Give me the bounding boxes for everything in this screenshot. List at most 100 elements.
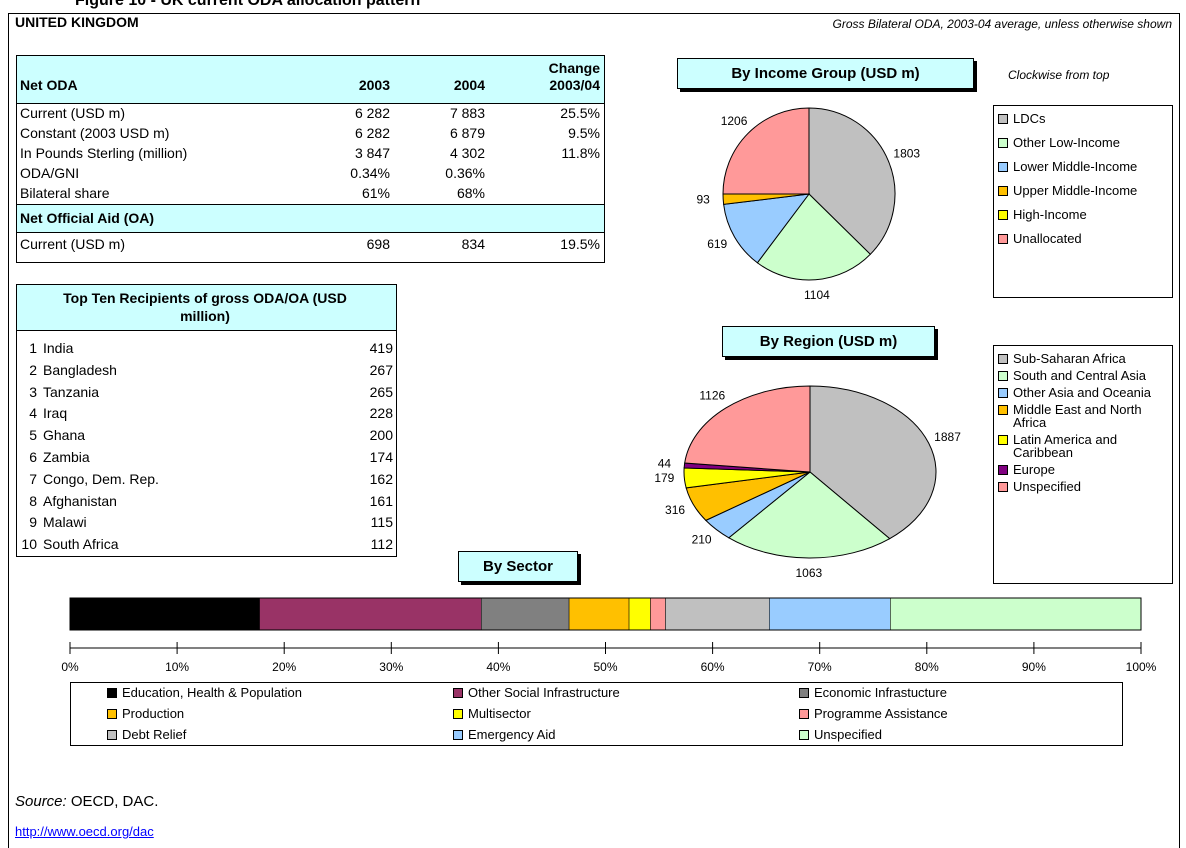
legend-swatch [998, 482, 1008, 492]
legend-item: Other Low-Income [998, 136, 1168, 149]
pie-slice [684, 385, 811, 473]
legend-item: Upper Middle-Income [998, 184, 1168, 197]
data-label: 1126 [699, 388, 725, 402]
cell: 6 879 [449, 125, 485, 141]
bar-segment [665, 597, 770, 631]
data-label: 1063 [796, 566, 823, 580]
legend-label: Other Asia and Oceania [1013, 385, 1152, 400]
amount: 200 [369, 427, 393, 444]
bar-segment [628, 597, 651, 631]
cell: 61% [361, 185, 390, 201]
amount: 267 [369, 361, 393, 378]
amount: 174 [369, 449, 393, 465]
legend: LDCs Other Low-Income Lower Middle-Income U… [993, 105, 1173, 298]
recipient: Tanzania [43, 383, 100, 400]
legend-swatch [799, 709, 809, 719]
recipient: Ghana [43, 427, 86, 444]
legend-swatch [998, 162, 1008, 172]
legend-label: Latin America and Caribbean [1013, 432, 1118, 460]
legend-swatch [998, 210, 1008, 220]
legend-label: Middle East and North Africa [1013, 402, 1142, 430]
legend-swatch [998, 186, 1008, 196]
x-tick-label: 60% [701, 660, 725, 674]
legend-swatch [107, 730, 117, 740]
x-tick-label: 10% [165, 660, 189, 674]
legend-label: Europe [1013, 462, 1055, 477]
amount: 265 [369, 383, 393, 400]
rank: 9 [29, 514, 37, 531]
column-header: 2003 [358, 77, 390, 93]
legend-label: LDCs [1013, 111, 1046, 126]
data-label: 210 [692, 533, 712, 547]
pie-slice [809, 385, 937, 540]
legend-item: Emergency Aid [453, 728, 555, 741]
bar-segment [481, 597, 570, 631]
pie-title: By Income Group (USD m) [677, 58, 974, 89]
legend-swatch [107, 688, 117, 698]
section-row [16, 204, 605, 233]
rank: 1 [29, 340, 37, 356]
cell: Constant (2003 USD m) [20, 125, 170, 141]
cell: 834 [461, 236, 485, 252]
cell: 7 883 [449, 105, 485, 121]
data-label: 1803 [893, 147, 920, 161]
recipient: India [43, 340, 74, 356]
cell: Current (USD m) [20, 236, 126, 252]
cell: 9.5% [568, 125, 600, 141]
legend-swatch [998, 371, 1008, 381]
legend-label: Unspecified [1013, 479, 1081, 494]
rank: 8 [29, 492, 37, 509]
cell: 11.8% [561, 145, 600, 161]
amount: 115 [370, 514, 393, 531]
legend-swatch [998, 354, 1008, 364]
rank: 5 [29, 427, 37, 444]
legend-swatch [998, 234, 1008, 244]
legend-item: South and Central Asia [998, 369, 1168, 382]
pie-slice [723, 193, 811, 264]
legend-label: Other Low-Income [1013, 135, 1120, 150]
pie-slice [727, 471, 891, 559]
header-row [16, 55, 605, 104]
cell: 0.36% [445, 165, 485, 181]
data-label: 179 [654, 471, 674, 485]
legend-swatch [998, 465, 1008, 475]
legend-label: Unallocated [1013, 231, 1082, 246]
cell: Current (USD m) [20, 105, 126, 121]
recipient: Bangladesh [43, 361, 117, 378]
source: Source: OECD, DAC. [15, 793, 158, 810]
legend-swatch [453, 688, 463, 698]
legend-item: Education, Health & Population [107, 686, 302, 699]
cell: 68% [456, 185, 485, 201]
x-tick-label: 90% [1022, 660, 1046, 674]
bar-segment [568, 597, 630, 631]
legend-item: Unallocated [998, 232, 1168, 245]
x-tick-label: 0% [61, 660, 79, 674]
frame [8, 13, 1180, 848]
legend-label: Emergency Aid [468, 727, 556, 742]
source-text: OECD, DAC. [70, 793, 159, 810]
legend-item: Sub-Saharan Africa [998, 352, 1168, 365]
top-ten-header [16, 284, 397, 331]
cell: 4 302 [449, 145, 485, 161]
pie-slice [722, 107, 810, 195]
legend-swatch [998, 435, 1008, 445]
legend-label: Lower Middle-Income [1013, 159, 1138, 174]
data-label: 93 [697, 192, 711, 206]
link[interactable]: http://www.oecd.org/dac [15, 824, 154, 839]
data-label: 619 [707, 237, 727, 251]
legend-label: Multisector [468, 706, 531, 721]
legend-label: Sub-Saharan Africa [1013, 351, 1126, 366]
source-label: Source: [15, 793, 67, 810]
legend-swatch [998, 388, 1008, 398]
cell: 3 847 [354, 145, 390, 161]
x-tick-label: 30% [379, 660, 403, 674]
legend-label: Production [122, 706, 185, 721]
rank: 2 [29, 361, 37, 378]
rank: 10 [21, 536, 37, 553]
legend-swatch [453, 730, 463, 740]
rank: 4 [29, 405, 37, 422]
cell: In Pounds Sterling (million) [20, 145, 188, 161]
bar-segment [650, 597, 666, 631]
legend-item: Europe [998, 463, 1168, 476]
